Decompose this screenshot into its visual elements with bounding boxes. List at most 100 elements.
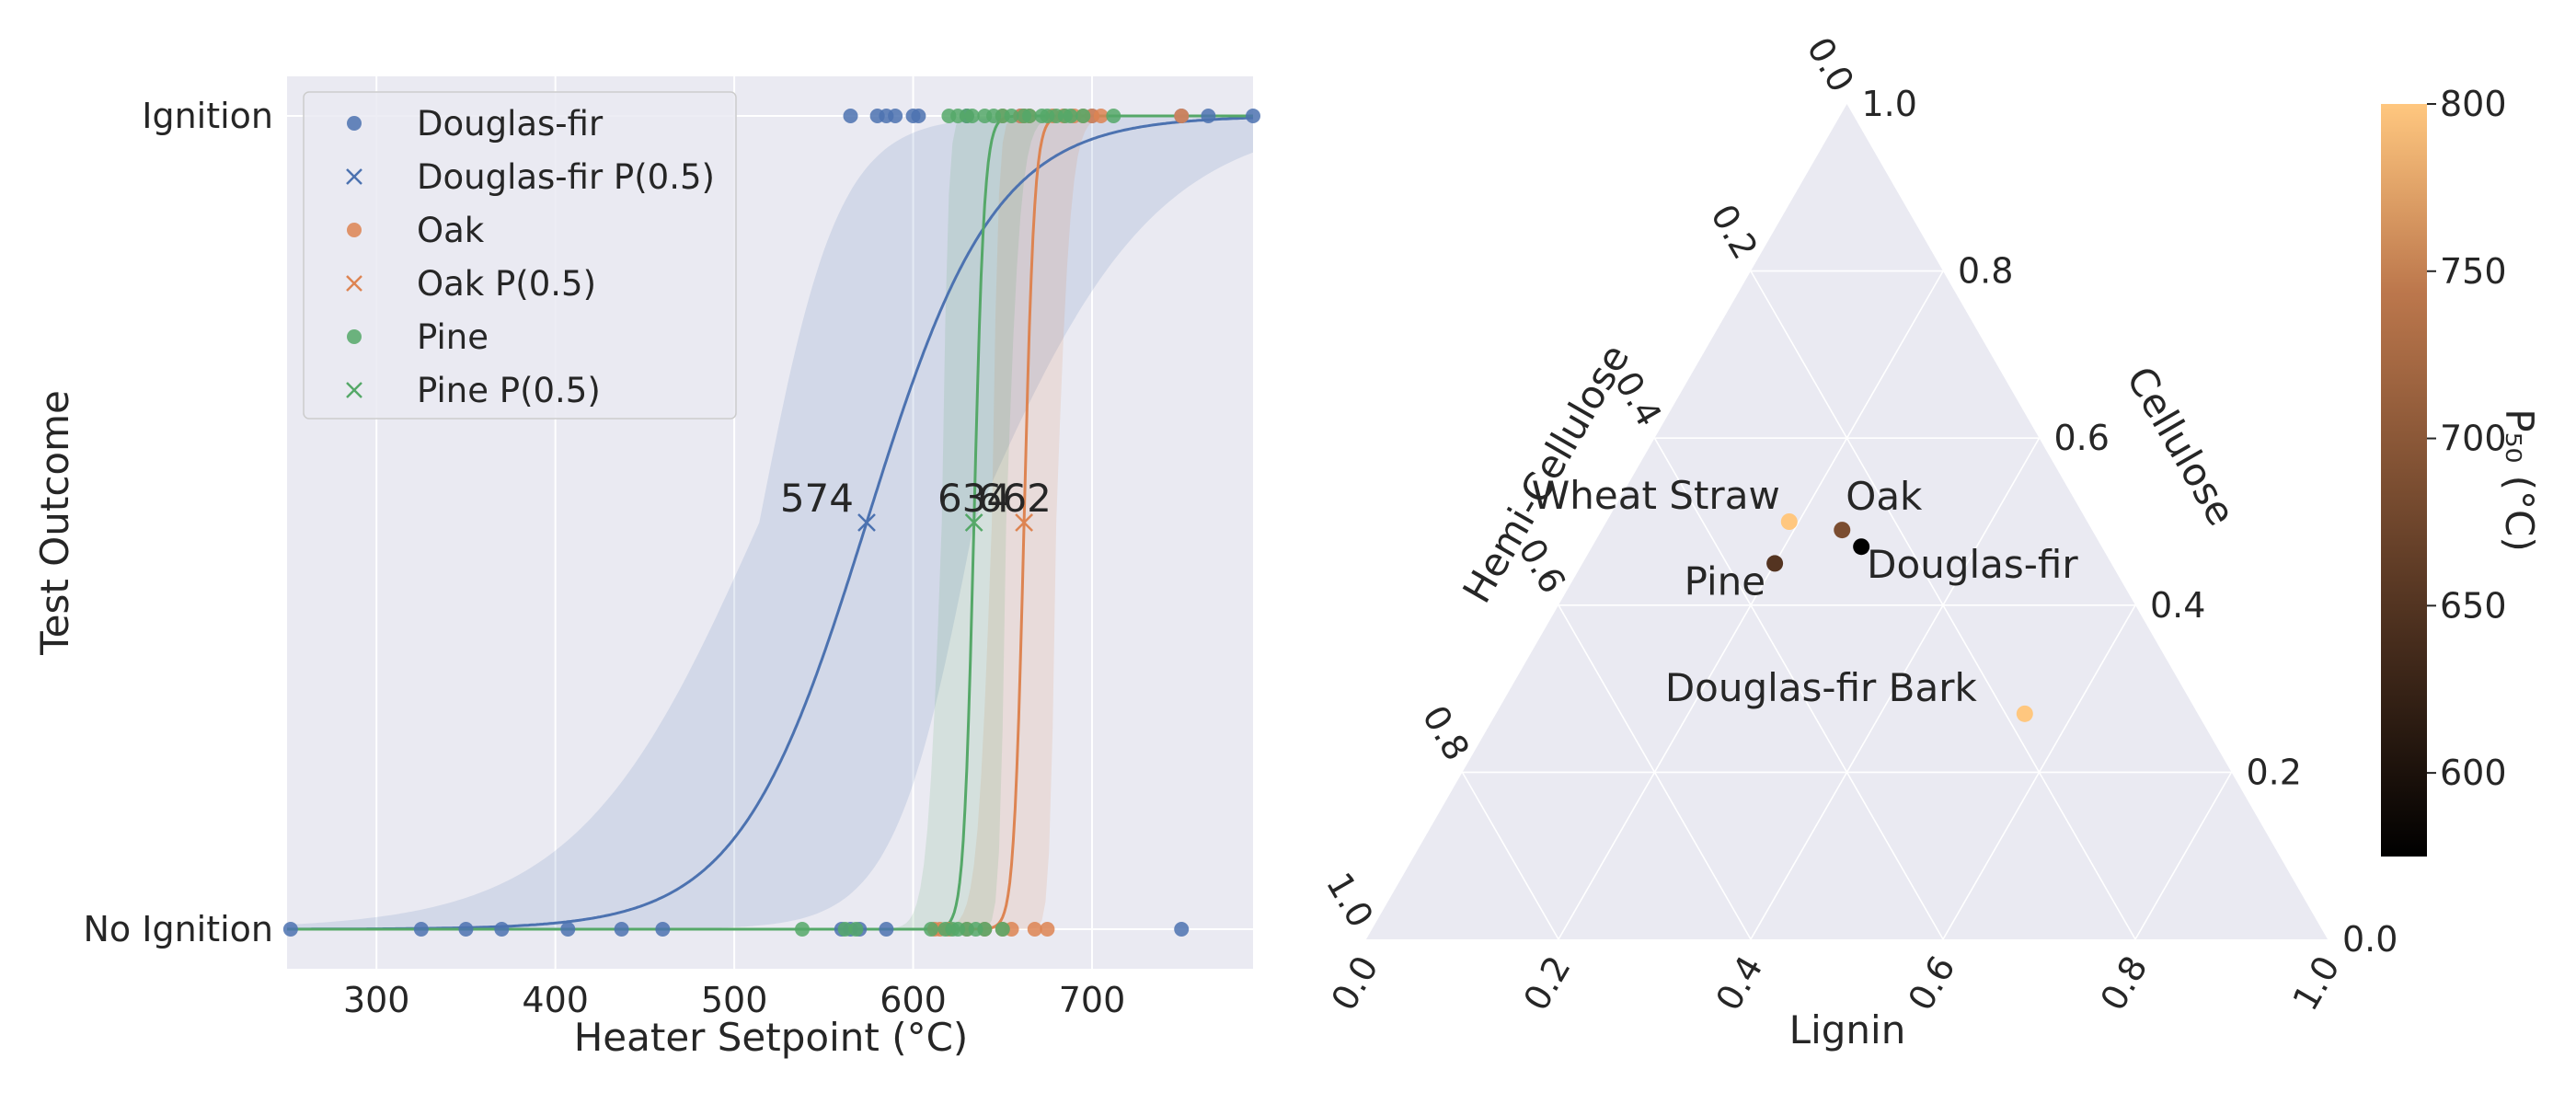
grid-line: [1750, 437, 2041, 940]
legend-label: Pine: [417, 317, 489, 357]
ternary-bottom-tick: 0.2: [1515, 949, 1578, 1018]
p50-x-stroke: [964, 513, 983, 532]
legend-marker: [346, 275, 362, 292]
legend-x-stroke: [346, 275, 362, 292]
scatter-point: [1075, 109, 1091, 123]
colorbar-tick-label: 600: [2440, 753, 2507, 793]
p50-x-stroke: [857, 513, 876, 532]
scatter-point: [1201, 109, 1216, 123]
scatter-point: [848, 922, 864, 937]
confidence-bands: [287, 116, 1253, 929]
ternary-point: [2016, 705, 2033, 722]
legend-x-stroke: [346, 168, 362, 185]
p50-marker: [964, 513, 983, 532]
scatter-point: [560, 922, 576, 937]
legend-marker: [347, 116, 362, 131]
ternary-point-label: Pine: [1685, 558, 1766, 604]
p50-marker: [857, 513, 876, 532]
colorbar-label: P₅₀ (°C): [2497, 408, 2542, 551]
ternary-point-label: Wheat Straw: [1532, 473, 1780, 518]
scatter-point: [924, 922, 938, 937]
scatter-point: [995, 922, 1010, 937]
p50-label: 574: [780, 476, 854, 521]
scatter-point: [494, 922, 510, 937]
grid-line: [1461, 772, 1559, 940]
scatter-point: [458, 922, 474, 937]
scatter-points: [282, 109, 1260, 937]
ternary-left-tick: 0.8: [1414, 699, 1477, 767]
x-tick-labels: 300 400 500 600 700: [343, 980, 1125, 1020]
ternary-area: [1366, 104, 2328, 939]
scatter-point: [977, 922, 993, 937]
colorbar-tick-label: 800: [2440, 84, 2507, 124]
scatter-point: [1093, 109, 1109, 123]
ternary-right-tick: 0.6: [2054, 418, 2110, 458]
scatter-point: [837, 922, 853, 937]
colorbar-tick-label: 650: [2440, 585, 2507, 626]
scatter-point: [1040, 922, 1055, 937]
p50-label: 634: [937, 476, 1011, 521]
grid-line: [2134, 772, 2233, 940]
y-tick-label: Ignition: [142, 96, 273, 136]
ternary-point: [1834, 522, 1851, 539]
colorbar-ticks: 600 650 700 750 800: [2427, 84, 2507, 793]
scatter-point: [1106, 109, 1121, 123]
confidence-band: [287, 116, 1253, 929]
y-tick-labels: No Ignition Ignition: [83, 96, 273, 949]
ternary-right-tick: 0.0: [2342, 919, 2398, 960]
scatter-point: [795, 922, 810, 937]
legend-marker: [347, 329, 362, 344]
ternary-left-tick: 0.0: [1799, 30, 1861, 98]
legend-label: Douglas-fir P(0.5): [417, 157, 715, 197]
scatter-point: [413, 922, 429, 937]
scatter-point: [1021, 109, 1037, 123]
colorbar: [2381, 104, 2427, 857]
scatter-point: [1063, 109, 1078, 123]
p50-label: 662: [978, 476, 1052, 521]
x-tick-label: 600: [880, 980, 947, 1020]
x-tick-label: 400: [522, 980, 589, 1020]
scatter-point: [282, 922, 298, 937]
ternary-right-tick: 0.8: [1958, 251, 2013, 292]
ternary-left-tick: 1.0: [1318, 866, 1381, 934]
legend-marker: [347, 223, 362, 237]
y-tick-label: No Ignition: [83, 909, 273, 949]
scatter-point: [1174, 922, 1190, 937]
ternary-right-tick: 0.4: [2150, 585, 2205, 626]
scatter-point: [888, 109, 903, 123]
legend-label: Douglas-fir: [417, 104, 604, 144]
scatter-point: [655, 922, 671, 937]
grid-line: [1558, 604, 1752, 940]
x-tick-label: 700: [1059, 980, 1126, 1020]
colorbar-tick-label: 700: [2440, 419, 2507, 459]
legend-label: Oak: [417, 211, 485, 250]
scatter-point: [614, 922, 629, 937]
y-axis-label: Test Outcome: [32, 390, 77, 656]
ternary-point: [1780, 513, 1798, 530]
confidence-band: [287, 116, 1253, 929]
scatter-point: [843, 109, 858, 123]
scatter-point: [1004, 109, 1019, 123]
x-axis-label: Heater Setpoint (°C): [574, 1015, 969, 1060]
scatter-point: [1246, 109, 1260, 123]
ternary-left-tick: 0.2: [1703, 198, 1765, 266]
legend: Douglas-fir Douglas-fir P(0.5) Oak Oak P(0.…: [303, 91, 737, 420]
scatter-point: [879, 922, 894, 937]
p50-x-stroke: [1015, 513, 1033, 532]
ternary-right-tick: 0.2: [2247, 752, 2302, 792]
ternary-plot: 0.00.00.00.20.20.20.40.40.40.60.60.60.80…: [1318, 30, 2542, 1052]
ternary-points: Wheat Straw Oak Douglas-fir Pine Douglas-fir…: [1532, 473, 2078, 722]
ternary-right-axis-label: Cellulose: [2118, 359, 2245, 533]
scatter-point: [1174, 109, 1190, 123]
scatter-point: [1027, 922, 1042, 937]
legend-marker: [346, 382, 362, 398]
scatter-point: [911, 109, 926, 123]
ternary-bottom-tick: 0.6: [1900, 949, 1962, 1018]
legend-label: Oak P(0.5): [417, 264, 596, 304]
legend-frame: [303, 91, 737, 420]
ternary-bottom-tick: 0.0: [1323, 949, 1386, 1018]
legend-x-stroke: [346, 382, 362, 398]
